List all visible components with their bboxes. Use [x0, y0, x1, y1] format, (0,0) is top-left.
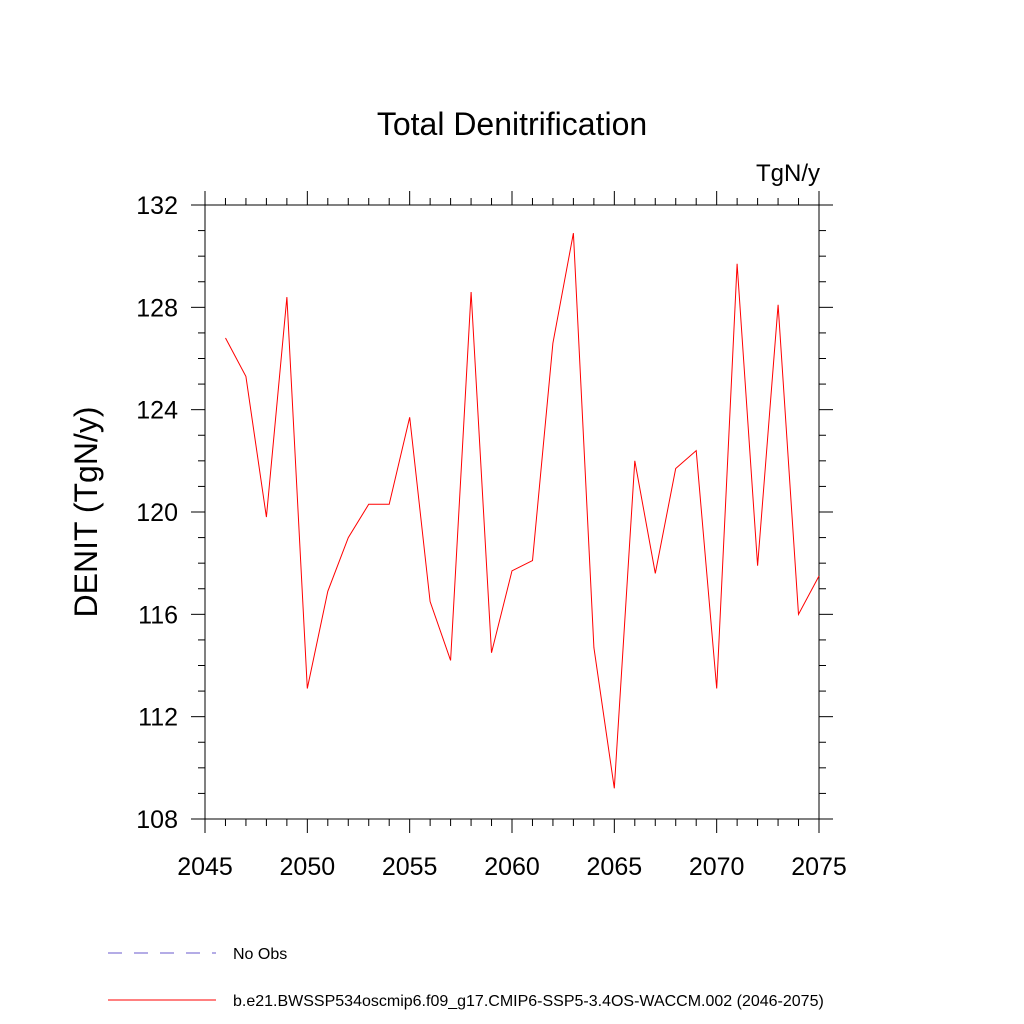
- chart-title: Total Denitrification: [377, 106, 647, 142]
- plot-frame: [204, 204, 820, 820]
- tick-labels: 2045 2050 2055 2060 2065 2070 2075 108 112 116 120…: [136, 192, 847, 881]
- legend: No Obs b.e21.BWSSP534oscmip6.f09_g17.CMI…: [108, 946, 824, 1010]
- x-tick-label: 2070: [689, 853, 745, 881]
- x-tick-label: 2065: [587, 853, 643, 881]
- units-label: TgN/y: [756, 160, 820, 187]
- axis-ticks: [191, 191, 833, 833]
- x-tick-label: 2055: [382, 853, 438, 881]
- y-tick-label: 128: [136, 294, 178, 322]
- x-tick-label: 2050: [280, 853, 336, 881]
- x-tick-label: 2060: [484, 853, 540, 881]
- y-axis-label: DENIT (TgN/y): [68, 407, 104, 618]
- legend-label-model: b.e21.BWSSP534oscmip6.f09_g17.CMIP6-SSP5…: [233, 993, 824, 1010]
- y-tick-label: 112: [138, 704, 178, 732]
- y-tick-label: 132: [136, 192, 178, 220]
- series-layer: [225, 233, 820, 789]
- series-line-0: [225, 233, 820, 789]
- legend-label-no-obs: No Obs: [233, 946, 287, 963]
- y-tick-label: 116: [138, 601, 178, 629]
- y-tick-label: 108: [136, 806, 178, 834]
- y-tick-label: 124: [136, 397, 178, 425]
- x-tick-label: 2075: [791, 853, 847, 881]
- x-tick-label: 2045: [177, 853, 233, 881]
- y-tick-label: 120: [136, 499, 178, 527]
